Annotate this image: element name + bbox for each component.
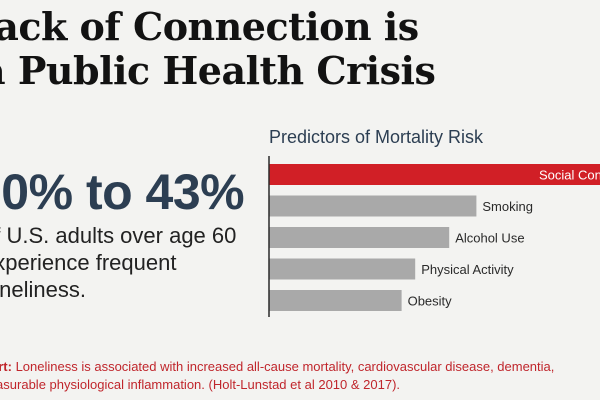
stat-text-line: of U.S. adults over age 60 [0, 223, 237, 248]
bar-obesity [269, 290, 402, 311]
bar-label-physical-activity: Physical Activity [421, 262, 514, 277]
bar-label-smoking: Smoking [482, 199, 533, 214]
headline-line-1: Lack of Connection is [0, 4, 419, 49]
bar-smoking [269, 195, 477, 217]
alert-label: Alert: [0, 359, 12, 374]
footnote-line-2: measurable physiological inflammation. (… [0, 377, 401, 392]
headline-line-2: a Public Health Crisis [0, 48, 436, 93]
stat-value: 20% to 43% [0, 164, 245, 220]
bar-social-connection [269, 164, 600, 185]
bar-label-alcohol-use: Alcohol Use [455, 231, 524, 246]
chart-title: Predictors of Mortality Risk [269, 127, 484, 147]
bar-label-social-connection: Social Connection [539, 168, 600, 183]
bar-label-obesity: Obesity [408, 294, 453, 309]
footnote-line-1: Alert: Loneliness is associated with inc… [0, 358, 554, 376]
bar-alcohol-use [269, 227, 450, 248]
stat-description: of U.S. adults over age 60 experience fr… [0, 222, 236, 303]
stat-text-line: loneliness. [0, 277, 86, 302]
footnote-text-1: Loneliness is associated with increased … [15, 359, 555, 374]
bar-physical-activity [269, 258, 416, 280]
footnote: Alert: Loneliness is associated with inc… [0, 358, 554, 394]
stat-text-line: experience frequent [0, 250, 177, 275]
